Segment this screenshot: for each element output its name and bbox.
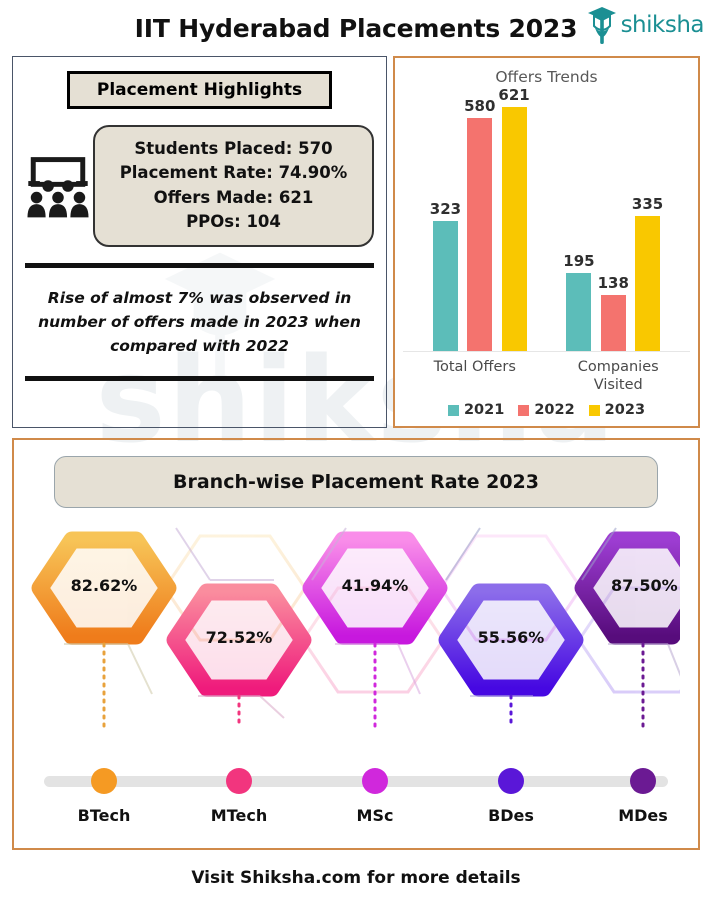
hexagon-area: 82.62% 72.52% 41.94% 55.56% 87.50% (28, 518, 684, 760)
x-label-companies-visited: Companies Visited (577, 358, 659, 393)
chart-title: Offers Trends (495, 68, 598, 86)
page-title: IIT Hyderabad Placements 2023 (134, 13, 578, 43)
hexagon-msc (302, 531, 448, 645)
note-rule-bottom (25, 375, 374, 381)
bar-2023-companies-visited (635, 216, 661, 351)
bar-item: 621 (498, 86, 530, 351)
hex-value-msc: 41.94% (341, 576, 409, 595)
hexagon-btech (31, 531, 177, 645)
hexagon-chart (31, 527, 680, 728)
audience-presentation-icon (27, 156, 89, 218)
note-text: Rise of almost 7% was observed in number… (38, 288, 361, 355)
branch-title: Branch-wise Placement Rate 2023 (173, 471, 539, 493)
bar-value-label: 195 (563, 251, 595, 270)
graduation-cap-icon (587, 7, 616, 44)
page-header: IIT Hyderabad Placements 2023 shiksha (0, 0, 712, 56)
bar-2022-total-offers (467, 118, 493, 351)
bar-item: 323 (430, 86, 461, 351)
bar-value-label: 580 (464, 97, 496, 116)
stat-offers-made: Offers Made: 621 (153, 187, 314, 207)
logo-text: shiksha (620, 12, 705, 38)
timeline-track (44, 776, 668, 787)
branch-label-bdes: BDes (488, 806, 534, 825)
hex-value-mdes: 87.50% (611, 576, 678, 595)
bar-item: 580 (464, 86, 495, 351)
chart-x-axis-labels: Total Offers Companies Visited (403, 358, 690, 394)
stat-placement-rate: Placement Rate: 74.90% (119, 163, 348, 183)
x-label-total-offers: Total Offers (433, 358, 516, 375)
bar-item: 195 (563, 86, 595, 351)
bar-group-companies-visited: 195 138 335 (563, 86, 663, 351)
legend-label-2022: 2022 (534, 402, 575, 418)
placement-highlights-panel: Placement Highlights Students Placed: 57… (12, 56, 387, 428)
timeline-dot-bdes[interactable] (498, 768, 524, 794)
legend-swatch-2023 (588, 404, 600, 416)
branch-title-box: Branch-wise Placement Rate 2023 (54, 456, 658, 508)
bar-group-total-offers: 323 580 621 (430, 86, 530, 351)
timeline-dot-btech[interactable] (91, 768, 117, 794)
legend-label-2021: 2021 (463, 402, 505, 418)
branch-label-mtech: MTech (210, 806, 268, 825)
hexagon-bdes (438, 583, 584, 697)
hexagon-mdes (574, 531, 680, 645)
legend-label-2023: 2023 (604, 402, 646, 418)
stat-ppos: PPOs: 104 (186, 212, 281, 232)
highlights-title: Placement Highlights (96, 80, 303, 100)
legend-item-2021[interactable]: 2021 (447, 402, 505, 418)
bar-2021-total-offers (432, 221, 458, 351)
bar-value-label: 138 (597, 274, 629, 293)
chart-legend: 2021 2022 2023 (399, 402, 694, 418)
page-footer: Visit Shiksha.com for more details (0, 850, 712, 888)
chart-plot-area: 323 580 621 195 138 (403, 86, 690, 352)
bar-2022-companies-visited (600, 295, 626, 351)
bar-2021-companies-visited (566, 272, 592, 351)
legend-swatch-2022 (518, 404, 530, 416)
hex-value-bdes: 55.56% (477, 628, 545, 647)
bar-item: 138 (598, 86, 629, 351)
hexagon-mtech (166, 583, 312, 697)
highlights-body: Students Placed: 570 Placement Rate: 74.… (25, 125, 374, 247)
branch-wise-panel: Branch-wise Placement Rate 2023 (12, 438, 700, 850)
branch-label-btech: BTech (77, 806, 131, 825)
stat-students-placed: Students Placed: 570 (134, 139, 333, 158)
shiksha-logo[interactable]: shiksha (585, 4, 705, 46)
top-row: Placement Highlights Students Placed: 57… (0, 56, 712, 428)
bar-2023-total-offers (501, 107, 527, 351)
hex-value-btech: 82.62% (70, 576, 138, 595)
branch-label-msc: MSc (356, 806, 394, 825)
bar-value-label: 323 (429, 200, 462, 219)
timeline-dot-msc[interactable] (362, 768, 388, 794)
branch-label-mdes: MDes (618, 806, 668, 825)
highlights-title-box: Placement Highlights (67, 71, 332, 109)
legend-item-2023[interactable]: 2023 (588, 402, 646, 418)
legend-item-2022[interactable]: 2022 (518, 402, 575, 418)
timeline-dot-mdes[interactable] (630, 768, 656, 794)
bar-value-label: 335 (631, 195, 664, 214)
timeline-dot-mtech[interactable] (226, 768, 252, 794)
bar-item: 335 (632, 86, 663, 351)
branch-timeline: BTech MTech MSc BDes MDes (28, 754, 684, 840)
footer-text: Visit Shiksha.com for more details (191, 868, 521, 888)
bar-value-label: 621 (498, 86, 530, 104)
note-block: Rise of almost 7% was observed in number… (25, 262, 374, 381)
offers-trends-chart-panel: Offers Trends 323 580 621 195 (393, 56, 700, 428)
hex-value-mtech: 72.52% (205, 628, 273, 647)
stats-box: Students Placed: 570 Placement Rate: 74.… (93, 125, 374, 247)
legend-swatch-2021 (447, 404, 459, 416)
